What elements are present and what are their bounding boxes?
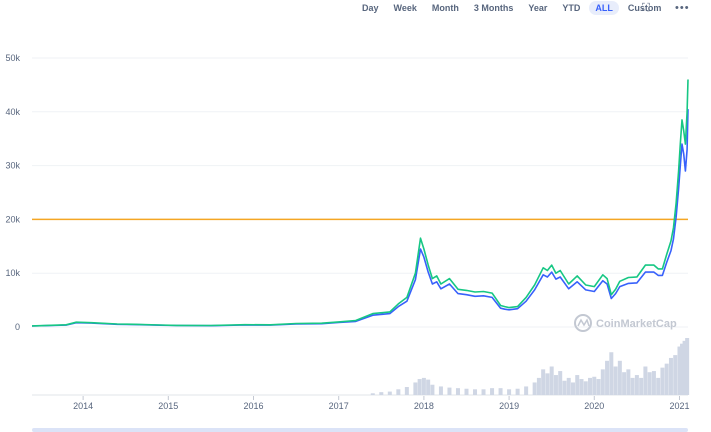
volume-bar bbox=[387, 391, 392, 395]
volume-bar bbox=[664, 363, 669, 395]
series-line-green bbox=[31, 79, 689, 327]
volume-bar bbox=[583, 381, 588, 395]
volume-bar bbox=[549, 366, 554, 395]
volume-bar bbox=[430, 384, 435, 395]
volume-bar bbox=[524, 386, 529, 395]
volume-bar bbox=[498, 388, 503, 395]
volume-bar bbox=[605, 360, 610, 395]
volume-bar bbox=[562, 380, 567, 395]
range-3-months-button[interactable]: 3 Months bbox=[473, 3, 514, 13]
range-all-button[interactable]: ALL bbox=[589, 1, 619, 15]
volume-bar bbox=[622, 372, 627, 395]
volume-bar bbox=[370, 393, 375, 395]
volume-bar bbox=[413, 382, 418, 395]
y-tick-label: 10k bbox=[5, 268, 20, 278]
coinmarketcap-logo-icon bbox=[574, 314, 592, 332]
volume-bar bbox=[515, 388, 520, 395]
volume-bar bbox=[596, 379, 601, 395]
volume-bar bbox=[447, 387, 452, 395]
range-navigator[interactable] bbox=[32, 428, 688, 432]
volume-bar bbox=[668, 357, 673, 395]
range-week-button[interactable]: Week bbox=[393, 3, 417, 13]
watermark: CoinMarketCap bbox=[574, 314, 677, 332]
range-year-button[interactable]: Year bbox=[528, 3, 548, 13]
range-ytd-button[interactable]: YTD bbox=[562, 3, 581, 13]
x-axis: 2014 2015 2016 2017 2018 2019 2020 2021 bbox=[73, 396, 689, 411]
series-lines bbox=[31, 79, 689, 327]
volume-bar bbox=[507, 389, 512, 395]
volume-bar bbox=[643, 366, 648, 395]
x-tick-label: 2021 bbox=[669, 401, 689, 411]
watermark-text: CoinMarketCap bbox=[596, 318, 677, 330]
volume-bar bbox=[490, 388, 495, 395]
volume-bar bbox=[656, 377, 661, 395]
x-tick-label: 2017 bbox=[329, 401, 349, 411]
volume-bar bbox=[685, 338, 690, 395]
volume-bar bbox=[545, 373, 550, 395]
volume-bar bbox=[639, 377, 644, 395]
x-tick-label: 2018 bbox=[414, 401, 434, 411]
volume-bar bbox=[404, 387, 409, 395]
volume-bar bbox=[673, 355, 678, 395]
coinmarketcap-mark-icon bbox=[577, 318, 590, 327]
volume-bar bbox=[680, 343, 685, 395]
volume-bar bbox=[617, 360, 622, 395]
volume-bar bbox=[558, 371, 563, 395]
volume-bar bbox=[570, 382, 575, 395]
volume-bar bbox=[660, 367, 665, 395]
volume-bar bbox=[588, 377, 593, 395]
y-tick-label: 40k bbox=[5, 107, 20, 117]
volume-bars bbox=[370, 338, 690, 395]
volume-bar bbox=[455, 388, 460, 395]
y-tick-label: 50k bbox=[5, 53, 20, 63]
x-tick-label: 2019 bbox=[499, 401, 519, 411]
volume-bar bbox=[421, 377, 426, 395]
volume-bar bbox=[626, 369, 631, 395]
volume-bar bbox=[417, 379, 422, 395]
fullscreen-icon[interactable]: ⛶ bbox=[642, 2, 650, 14]
volume-bar bbox=[600, 369, 605, 395]
x-tick-label: 2020 bbox=[584, 401, 604, 411]
volume-bar bbox=[630, 377, 635, 395]
range-month-button[interactable]: Month bbox=[431, 3, 459, 13]
volume-bar bbox=[532, 382, 537, 395]
volume-bar bbox=[575, 375, 580, 395]
volume-bar bbox=[438, 386, 443, 395]
grid bbox=[32, 57, 688, 396]
volume-bar bbox=[481, 389, 486, 395]
volume-bar bbox=[541, 369, 546, 395]
range-toolbar: Day Week Month 3 Months Year YTD ALL Custom bbox=[356, 0, 670, 16]
volume-bar bbox=[536, 377, 541, 395]
range-custom-button[interactable]: Custom bbox=[627, 3, 662, 13]
volume-bar bbox=[396, 389, 401, 395]
volume-bar bbox=[651, 371, 656, 395]
range-day-button[interactable]: Day bbox=[362, 3, 379, 13]
x-tick-label: 2014 bbox=[73, 401, 93, 411]
volume-bar bbox=[473, 389, 478, 395]
volume-bar bbox=[464, 388, 469, 395]
volume-bar bbox=[426, 379, 431, 395]
more-icon[interactable]: ••• bbox=[675, 2, 690, 14]
volume-bar bbox=[609, 352, 614, 395]
volume-bar bbox=[613, 366, 618, 395]
volume-bar bbox=[634, 375, 639, 395]
x-tick-label: 2016 bbox=[243, 401, 263, 411]
y-tick-label: 20k bbox=[5, 214, 20, 224]
volume-bar bbox=[647, 372, 652, 395]
volume-bar bbox=[566, 377, 571, 395]
y-axis: 0 10k 20k 30k 40k 50k bbox=[5, 53, 20, 332]
y-tick-label: 30k bbox=[5, 161, 20, 171]
volume-bar bbox=[553, 375, 558, 395]
volume-bar bbox=[592, 376, 597, 395]
series-line-blue bbox=[31, 109, 689, 327]
x-tick-label: 2015 bbox=[158, 401, 178, 411]
volume-bar bbox=[379, 392, 384, 395]
volume-bar bbox=[579, 379, 584, 395]
y-tick-label: 0 bbox=[15, 322, 20, 332]
volume-bar bbox=[682, 340, 687, 395]
volume-bar bbox=[677, 346, 682, 395]
